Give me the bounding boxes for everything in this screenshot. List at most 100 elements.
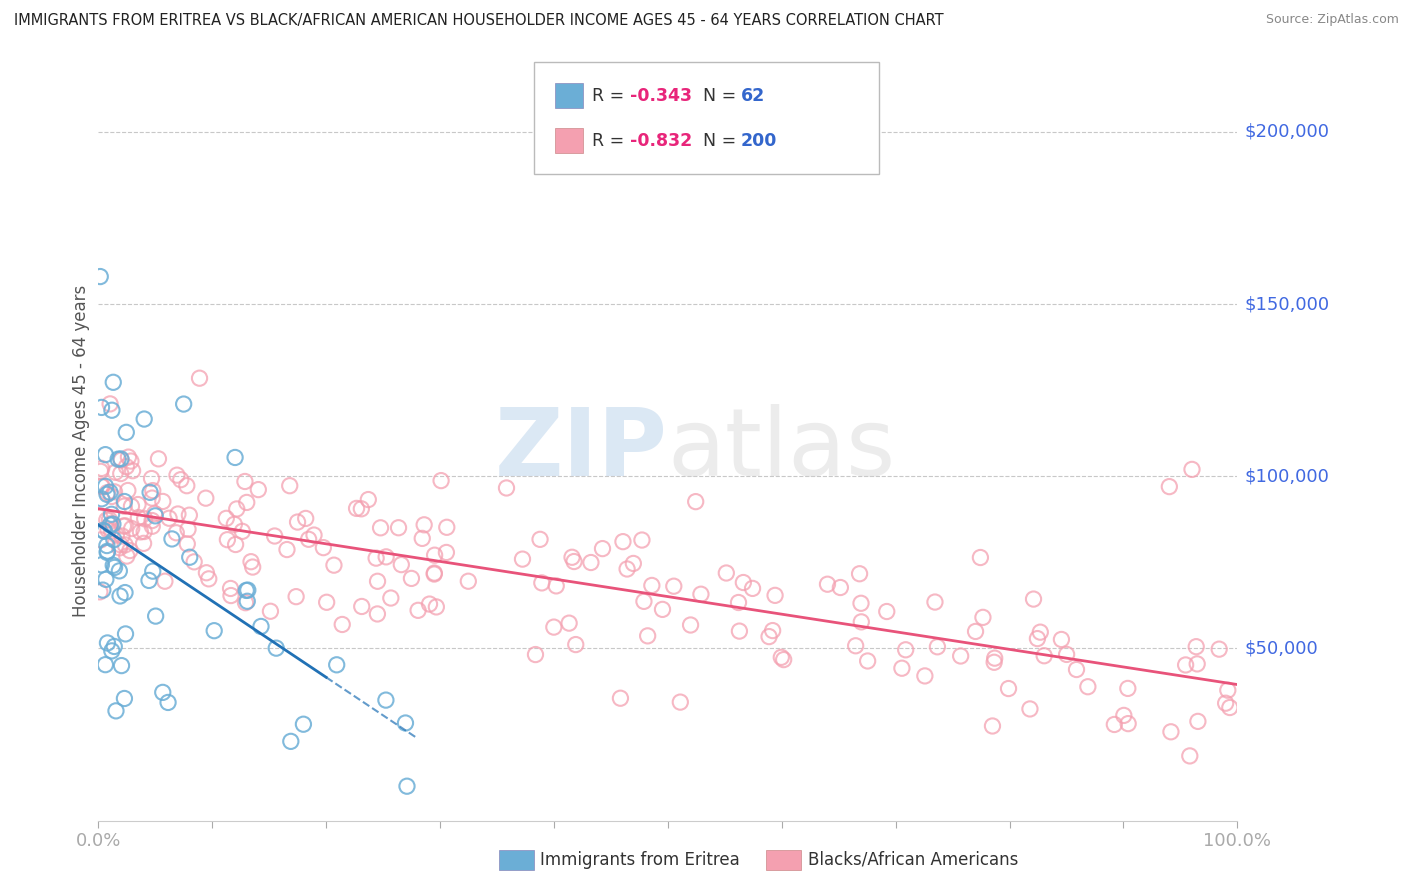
Point: [94, 573, 117, 587]
Point: [98, 397, 121, 411]
Text: -0.343: -0.343: [630, 87, 692, 104]
Point: [770, 650, 793, 665]
Point: [969, 550, 991, 565]
Point: [1112, 708, 1135, 723]
Point: [100, 524, 122, 538]
Point: [530, 575, 553, 590]
Point: [685, 494, 707, 508]
Point: [876, 605, 898, 619]
Point: [90, 461, 112, 475]
Point: [856, 654, 879, 668]
Point: [1208, 642, 1230, 657]
Point: [690, 587, 713, 601]
Text: Immigrants from Eritrea: Immigrants from Eritrea: [540, 851, 740, 869]
Point: [100, 516, 122, 531]
Point: [374, 693, 396, 707]
Point: [1029, 625, 1052, 640]
Point: [94, 479, 117, 493]
Point: [546, 579, 568, 593]
Point: [89, 585, 111, 599]
Point: [631, 533, 654, 547]
Point: [524, 648, 547, 662]
Point: [263, 529, 285, 543]
Point: [330, 617, 353, 632]
Point: [1019, 702, 1042, 716]
Point: [179, 550, 201, 565]
Point: [160, 532, 183, 546]
Text: $200,000: $200,000: [1244, 123, 1329, 141]
Point: [215, 511, 238, 525]
Point: [894, 642, 917, 657]
Text: R =: R =: [592, 132, 630, 150]
Point: [972, 610, 994, 624]
Point: [285, 590, 308, 604]
Point: [529, 533, 551, 547]
Point: [110, 538, 132, 552]
Point: [101, 403, 124, 417]
Point: [110, 467, 132, 481]
Point: [367, 574, 389, 589]
Point: [592, 541, 614, 556]
Point: [763, 588, 786, 602]
Point: [394, 716, 416, 731]
Point: [231, 524, 253, 539]
Point: [817, 577, 839, 591]
Point: [357, 492, 380, 507]
Point: [298, 533, 321, 547]
Point: [949, 648, 972, 663]
Point: [669, 695, 692, 709]
Point: [148, 451, 170, 466]
Point: [247, 483, 270, 497]
Point: [264, 641, 287, 656]
Point: [90, 491, 112, 506]
Point: [914, 669, 936, 683]
Point: [114, 519, 136, 533]
Point: [312, 541, 335, 555]
Point: [579, 556, 602, 570]
Point: [219, 582, 242, 596]
Y-axis label: Householder Income Ages 45 - 64 years: Householder Income Ages 45 - 64 years: [72, 285, 90, 616]
Point: [927, 640, 949, 654]
Point: [134, 412, 156, 426]
Point: [406, 603, 429, 617]
Text: N =: N =: [703, 132, 742, 150]
Point: [105, 528, 128, 542]
Point: [111, 529, 134, 543]
Point: [117, 450, 139, 464]
Point: [142, 564, 165, 578]
Point: [772, 652, 794, 666]
Point: [561, 550, 583, 565]
Point: [90, 479, 112, 493]
Point: [259, 604, 281, 618]
Point: [100, 508, 122, 522]
Point: [90, 558, 112, 572]
Point: [848, 566, 870, 581]
Point: [108, 541, 131, 555]
Point: [983, 651, 1005, 665]
Point: [1219, 700, 1241, 714]
Point: [108, 564, 131, 578]
Point: [96, 539, 118, 553]
Point: [413, 517, 436, 532]
Point: [276, 542, 298, 557]
Point: [562, 555, 585, 569]
Point: [104, 704, 127, 718]
Text: $150,000: $150,000: [1244, 295, 1329, 313]
Point: [292, 717, 315, 731]
Point: [236, 594, 259, 608]
Point: [965, 624, 987, 639]
Point: [112, 494, 135, 508]
Point: [278, 479, 301, 493]
Point: [141, 514, 163, 528]
Point: [418, 597, 440, 611]
Point: [114, 538, 136, 552]
Text: 200: 200: [741, 132, 778, 150]
Text: -0.832: -0.832: [630, 132, 692, 150]
Point: [96, 545, 118, 559]
Point: [890, 661, 912, 675]
Point: [370, 521, 392, 535]
Point: [90, 533, 112, 547]
Point: [997, 681, 1019, 696]
Point: [375, 549, 398, 564]
Point: [94, 448, 117, 462]
